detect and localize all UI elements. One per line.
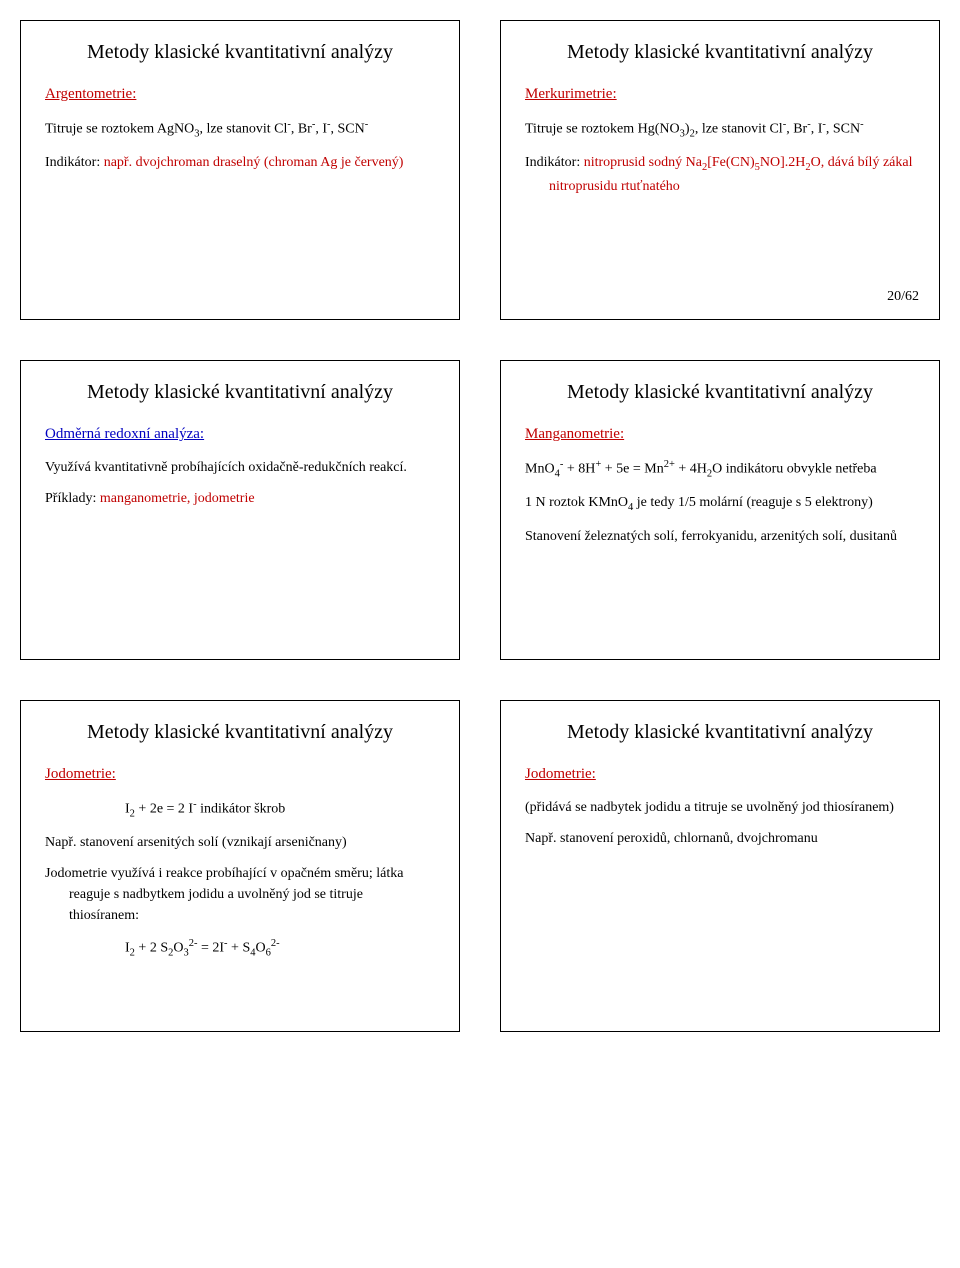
card-title: Metody klasické kvantitativní analýzy <box>525 381 915 404</box>
mangano-line3: Stanovení železnatých solí, ferrokyanidu… <box>525 526 915 547</box>
subhead-jodo1: Jodometrie: <box>45 766 435 783</box>
card-manganometrie: Metody klasické kvantitativní analýzy Ma… <box>500 360 940 660</box>
card-body: Titruje se roztokem AgNO3, lze stanovit … <box>45 117 435 173</box>
subhead-argento: Argentometrie: <box>45 86 435 103</box>
card-merkurimetrie: Metody klasické kvantitativní analýzy Me… <box>500 20 940 320</box>
card-title: Metody klasické kvantitativní analýzy <box>525 41 915 64</box>
subhead-redox: Odměrná redoxní analýza: <box>45 426 435 443</box>
jodo2-line1: (přidává se nadbytek jodidu a titruje se… <box>525 797 915 818</box>
mangano-line2: 1 N roztok KMnO4 je tedy 1/5 molární (re… <box>525 492 915 516</box>
subhead-jodo2: Jodometrie: <box>525 766 915 783</box>
jodo1-eq2: I2 + 2 S2O32- = 2I- + S4O62- <box>45 936 435 961</box>
redox-line1: Využívá kvantitativně probíhajících oxid… <box>45 457 435 478</box>
card-title: Metody klasické kvantitativní analýzy <box>45 721 435 744</box>
card-title: Metody klasické kvantitativní analýzy <box>525 721 915 744</box>
jodo1-line2: Např. stanovení arsenitých solí (vznikaj… <box>45 832 435 853</box>
jodo2-line2: Např. stanovení peroxidů, chlornanů, dvo… <box>525 828 915 849</box>
slide-grid: Metody klasické kvantitativní analýzy Ar… <box>20 20 940 1032</box>
jodo1-eq1: I2 + 2e = 2 I- indikátor škrob <box>45 797 435 822</box>
subhead-mangano: Manganometrie: <box>525 426 915 443</box>
card-argentometrie: Metody klasické kvantitativní analýzy Ar… <box>20 20 460 320</box>
card-title: Metody klasické kvantitativní analýzy <box>45 381 435 404</box>
card-jodometrie-2: Metody klasické kvantitativní analýzy Jo… <box>500 700 940 1032</box>
argento-line2: Indikátor: např. dvojchroman draselný (c… <box>45 152 435 173</box>
mangano-line1: MnO4- + 8H+ + 5e = Mn2+ + 4H2O indikátor… <box>525 457 915 482</box>
card-jodometrie-1: Metody klasické kvantitativní analýzy Jo… <box>20 700 460 1032</box>
card-title: Metody klasické kvantitativní analýzy <box>45 41 435 64</box>
redox-line2: Příklady: manganometrie, jodometrie <box>45 488 435 509</box>
card-body: Využívá kvantitativně probíhajících oxid… <box>45 457 435 509</box>
card-body: MnO4- + 8H+ + 5e = Mn2+ + 4H2O indikátor… <box>525 457 915 547</box>
argento-line1: Titruje se roztokem AgNO3, lze stanovit … <box>45 117 435 142</box>
page-number: 20/62 <box>887 289 919 305</box>
merkuri-line2: Indikátor: nitroprusid sodný Na2[Fe(CN)5… <box>525 152 915 197</box>
jodo1-line3: Jodometrie využívá i reakce probíhající … <box>45 863 435 926</box>
merkuri-line1: Titruje se roztokem Hg(NO3)2, lze stanov… <box>525 117 915 142</box>
subhead-merkuri: Merkurimetrie: <box>525 86 915 103</box>
card-body: Titruje se roztokem Hg(NO3)2, lze stanov… <box>525 117 915 197</box>
card-redox: Metody klasické kvantitativní analýzy Od… <box>20 360 460 660</box>
card-body: I2 + 2e = 2 I- indikátor škrob Např. sta… <box>45 797 435 961</box>
card-body: (přidává se nadbytek jodidu a titruje se… <box>525 797 915 849</box>
